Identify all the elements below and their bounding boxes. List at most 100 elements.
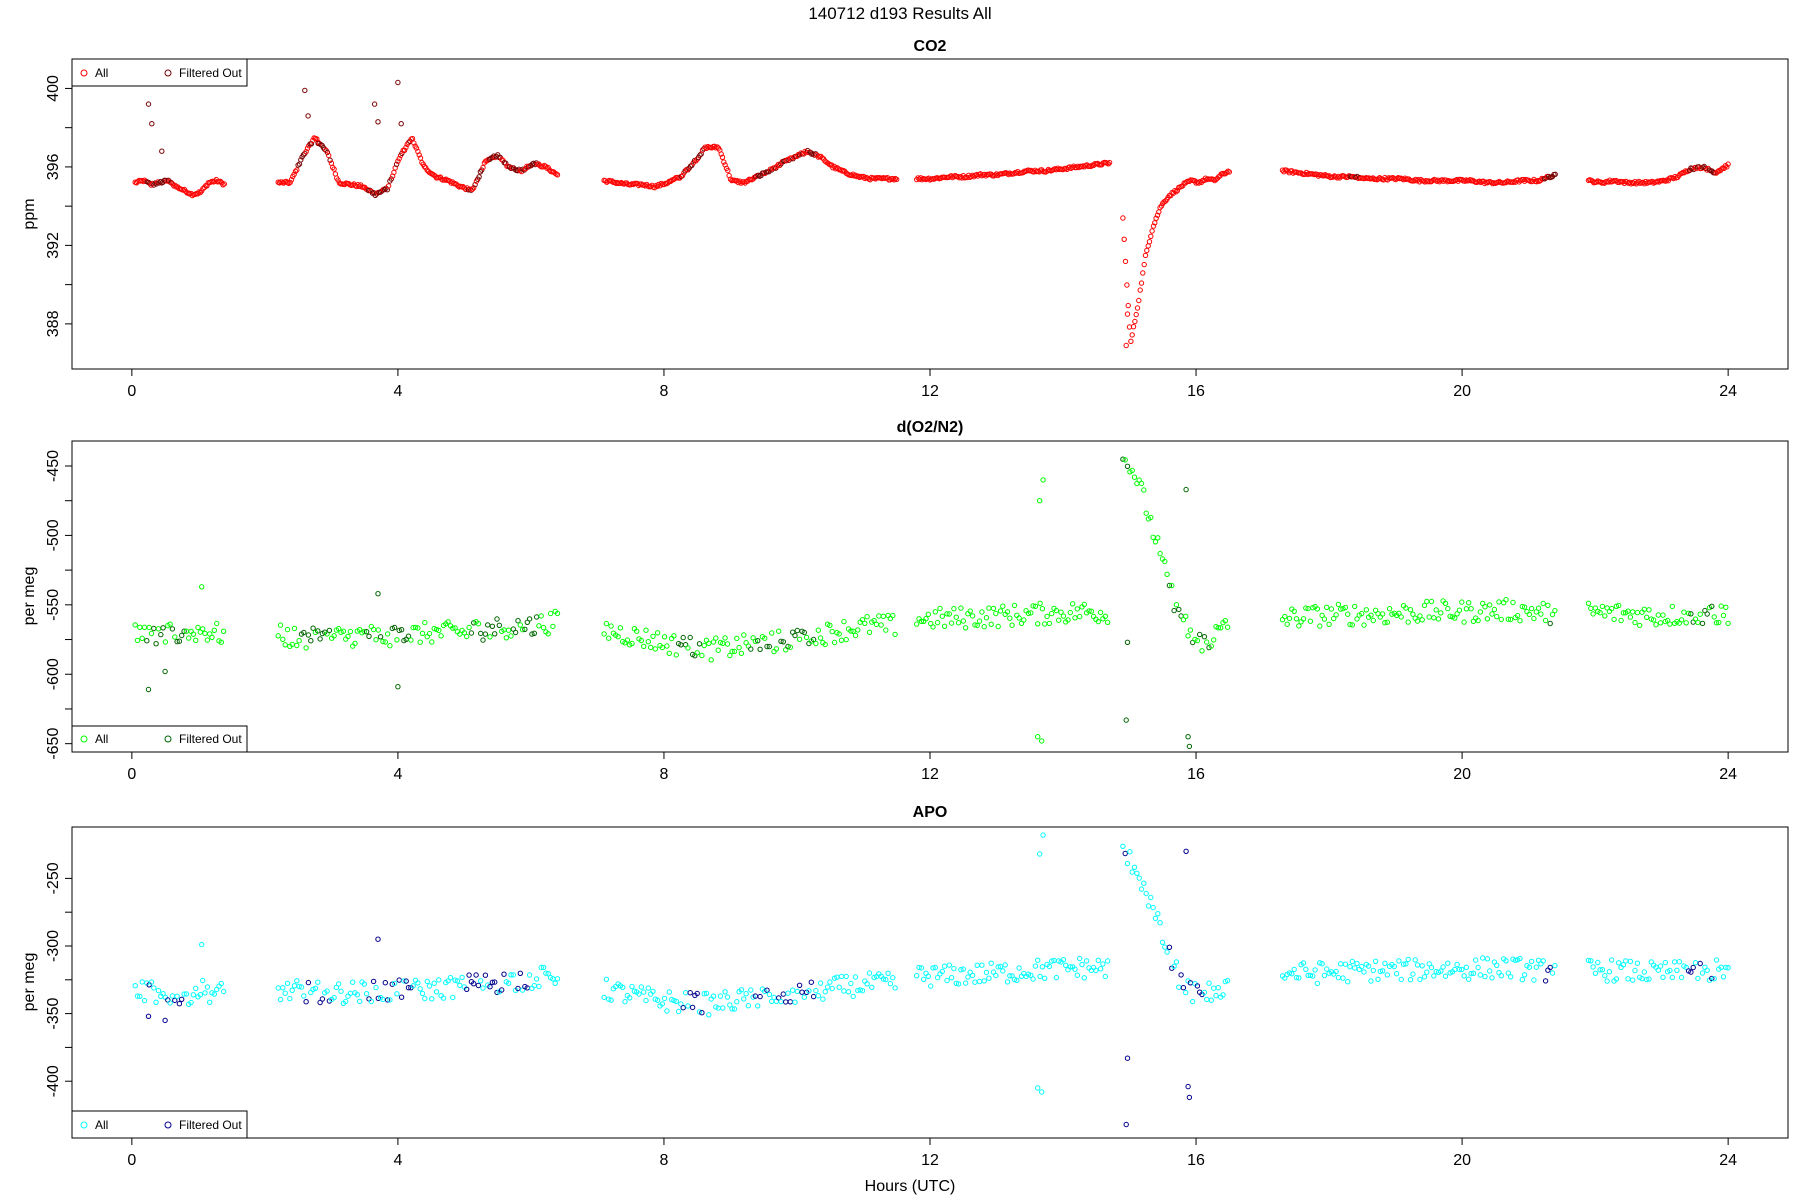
data-point (1093, 967, 1099, 974)
data-point (1211, 985, 1217, 991)
data-point-filtered (398, 627, 405, 633)
data-point (1011, 602, 1018, 609)
data-point (1590, 611, 1596, 617)
data-point (436, 627, 442, 634)
data-point (1531, 615, 1537, 622)
data-point (1445, 960, 1451, 966)
data-point (1282, 975, 1288, 981)
data-point (988, 960, 994, 966)
data-point-filtered (485, 622, 491, 628)
data-point (1140, 270, 1146, 276)
panel-o2n2-legend: All Filtered Out (71, 725, 248, 753)
data-point (153, 999, 159, 1005)
data-point (1503, 597, 1509, 603)
data-point (969, 613, 976, 619)
data-point (685, 645, 691, 651)
data-point (1484, 616, 1491, 622)
data-point (1342, 604, 1349, 611)
data-point-filtered (1180, 985, 1187, 991)
panel-co2-y-axis: 388 392 396 400 (45, 75, 72, 337)
data-point (1644, 614, 1650, 620)
data-point (357, 998, 363, 1005)
data-point (1058, 609, 1064, 615)
data-point (993, 610, 999, 617)
data-point (1417, 613, 1423, 619)
data-point (1585, 600, 1592, 606)
data-point (291, 171, 297, 178)
data-point (601, 631, 607, 637)
data-point (1676, 959, 1683, 965)
data-point-filtered (1697, 960, 1703, 967)
data-point (1148, 894, 1154, 901)
data-point-filtered (1120, 456, 1126, 462)
data-point (1697, 611, 1703, 617)
data-point (962, 980, 969, 986)
data-point-filtered (517, 970, 523, 976)
data-point (282, 990, 288, 996)
data-point (218, 980, 225, 987)
data-point (275, 633, 281, 639)
data-point (1641, 969, 1648, 975)
data-point (838, 973, 845, 980)
data-point (1296, 975, 1302, 981)
data-point (162, 639, 169, 645)
data-point-filtered (764, 987, 770, 993)
data-point-filtered (476, 174, 482, 180)
data-point (601, 994, 607, 1001)
data-point-filtered (395, 684, 401, 690)
data-point (1347, 964, 1353, 970)
data-point-filtered (1183, 848, 1189, 854)
data-point (1695, 975, 1701, 982)
data-point (722, 635, 728, 641)
data-point (1452, 615, 1458, 621)
panel-co2-legend: All Filtered Out (71, 58, 248, 87)
data-point (1120, 843, 1126, 849)
data-point (1307, 972, 1314, 978)
data-point (1616, 960, 1622, 966)
data-point (1104, 619, 1111, 625)
data-point-filtered (317, 636, 323, 642)
data-point (836, 984, 842, 990)
data-point (1319, 612, 1325, 619)
data-point (461, 630, 468, 636)
data-point (291, 625, 298, 632)
data-point (151, 985, 157, 991)
data-point (1375, 976, 1381, 982)
data-point (1421, 974, 1428, 980)
data-point-filtered (153, 641, 159, 647)
data-point (1438, 610, 1444, 616)
data-point (1174, 187, 1181, 194)
data-point-filtered (531, 630, 537, 636)
data-point (1725, 161, 1731, 167)
data-point-filtered (687, 634, 693, 641)
data-point (188, 999, 194, 1006)
data-point (883, 976, 889, 983)
x-tick-label: 12 (921, 1152, 939, 1169)
data-point (1678, 974, 1685, 981)
data-point (1431, 973, 1437, 979)
data-point (1540, 600, 1546, 607)
data-point (641, 989, 647, 995)
data-point-filtered (381, 186, 388, 193)
data-point (622, 999, 628, 1005)
data-point (134, 637, 141, 644)
data-point (783, 158, 789, 164)
data-point (183, 991, 190, 997)
data-point (958, 967, 964, 973)
data-point (827, 979, 833, 985)
data-point (1549, 970, 1556, 976)
data-point-filtered (379, 188, 385, 194)
data-point-filtered (811, 152, 817, 158)
data-point (1419, 963, 1425, 969)
data-point (1609, 605, 1615, 612)
data-point-filtered (1688, 969, 1694, 975)
data-point (603, 976, 610, 982)
data-point (887, 615, 894, 622)
data-point (731, 1006, 738, 1012)
data-point-filtered (757, 993, 763, 1000)
data-point (1328, 606, 1335, 612)
data-point (1176, 984, 1182, 990)
data-point-filtered (398, 994, 405, 1000)
data-point (673, 998, 679, 1004)
data-point (1194, 637, 1201, 644)
